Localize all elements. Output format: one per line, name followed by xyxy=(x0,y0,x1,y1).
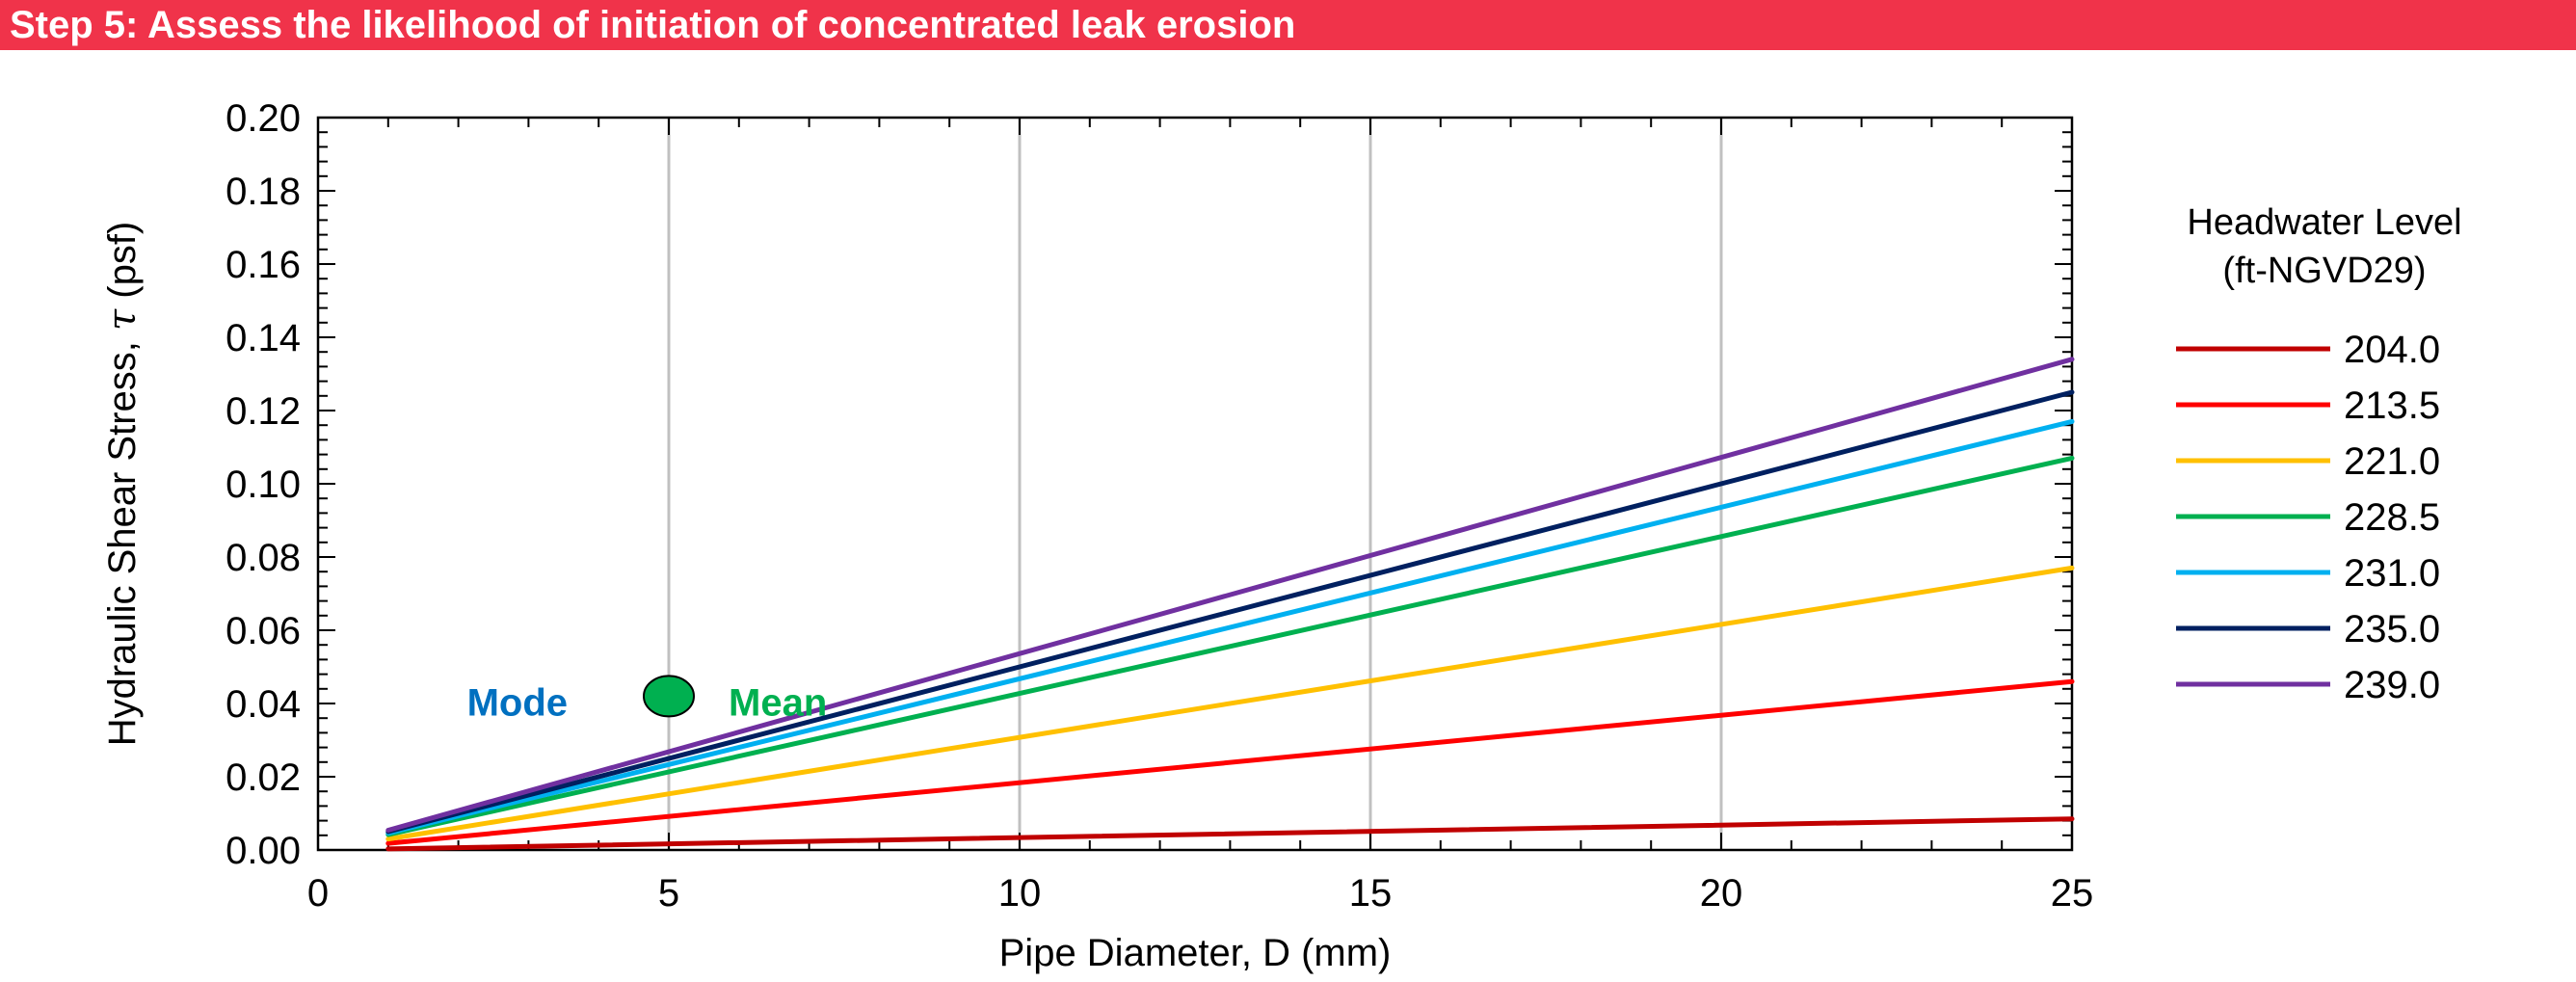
y-axis-label: Hydraulic Shear Stress, τ (psf) xyxy=(100,222,145,747)
legend-label: 228.5 xyxy=(2344,496,2440,539)
y-tick-label: 0.06 xyxy=(226,610,301,652)
y-tick-label: 0.14 xyxy=(226,317,301,359)
x-tick-label: 5 xyxy=(658,872,679,915)
x-tick-label: 15 xyxy=(1349,872,1393,915)
legend-subtitle: (ft-NGVD29) xyxy=(2222,251,2426,291)
x-tick-label: 10 xyxy=(998,872,1042,915)
series-line-204-0 xyxy=(385,816,2075,852)
y-tick-label: 0.02 xyxy=(226,756,301,799)
x-tick-label: 25 xyxy=(2051,872,2094,915)
legend-title: Headwater Level xyxy=(2187,202,2461,243)
y-tick-label: 0.18 xyxy=(226,171,301,213)
y-tick-label: 0.12 xyxy=(226,390,301,433)
x-tick-label: 20 xyxy=(1700,872,1743,915)
y-tick-label: 0.08 xyxy=(226,537,301,579)
annotation-mean: Mean xyxy=(729,681,827,724)
y-tick-label: 0.10 xyxy=(226,464,301,506)
legend-label: 235.0 xyxy=(2344,608,2440,650)
x-axis-label: Pipe Diameter, D (mm) xyxy=(999,932,1392,974)
annotation-mode: Mode xyxy=(467,681,568,724)
y-tick-label: 0.04 xyxy=(226,683,301,726)
series-line-231-0 xyxy=(385,418,2075,836)
legend-label: 204.0 xyxy=(2344,329,2440,371)
legend-label: 213.5 xyxy=(2344,385,2440,427)
legend-label: 239.0 xyxy=(2344,664,2440,706)
series-line-239-0 xyxy=(385,357,2075,833)
series-line-213-5 xyxy=(385,678,2075,846)
y-tick-label: 0.00 xyxy=(226,830,301,872)
step-banner: Step 5: Assess the likelihood of initiat… xyxy=(0,0,2576,50)
y-tick-label: 0.16 xyxy=(226,244,301,286)
legend-label: 221.0 xyxy=(2344,440,2440,483)
y-tick-label: 0.20 xyxy=(226,97,301,140)
legend-label: 231.0 xyxy=(2344,552,2440,595)
x-tick-label: 0 xyxy=(307,872,329,915)
series-line-221-0 xyxy=(385,565,2075,842)
series-line-228-5 xyxy=(385,455,2075,837)
series-line-235-0 xyxy=(385,389,2075,835)
mean-mode-marker xyxy=(643,675,695,718)
